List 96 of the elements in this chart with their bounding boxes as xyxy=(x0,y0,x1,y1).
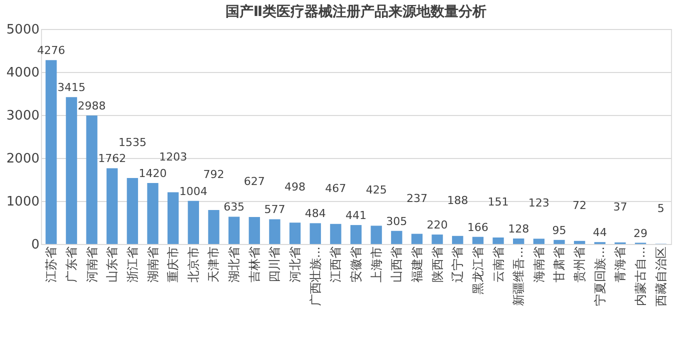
data-label: 37 xyxy=(613,200,628,214)
bar xyxy=(248,217,260,244)
bar xyxy=(472,236,484,244)
x-tick-label: 上海市 xyxy=(369,246,384,282)
bar xyxy=(46,60,57,244)
bar xyxy=(574,240,586,244)
data-label: 577 xyxy=(264,203,286,216)
bar xyxy=(411,234,423,244)
x-tick-label: 天津市 xyxy=(206,246,221,282)
data-label: 441 xyxy=(346,209,366,222)
x-tick-label: 福建省 xyxy=(410,246,424,282)
x-tick-label: 江苏省 xyxy=(44,246,58,282)
x-tick-label: 湖北省 xyxy=(227,246,242,282)
bar xyxy=(188,200,200,244)
data-label: 498 xyxy=(284,180,306,194)
data-label: 484 xyxy=(304,207,326,220)
y-tick-label: 5000 xyxy=(6,22,40,38)
x-tick-label: 浙江省 xyxy=(125,246,140,282)
bar xyxy=(86,116,98,244)
data-label: 95 xyxy=(552,224,566,237)
data-label: 1420 xyxy=(138,166,167,180)
data-label: 2988 xyxy=(78,100,106,113)
y-tick-label: 2000 xyxy=(6,152,40,166)
chart-title: 国产Ⅱ类医疗器械注册产品来源地数量分析 xyxy=(225,3,487,20)
x-tick-label: 山东省 xyxy=(105,246,120,282)
data-label: 188 xyxy=(447,194,468,207)
data-label: 1762 xyxy=(98,152,126,166)
data-label: 3415 xyxy=(57,81,86,94)
data-label: 1203 xyxy=(159,150,188,164)
bar xyxy=(106,168,118,244)
x-tick-label: 宁夏回族... xyxy=(592,246,607,306)
bar xyxy=(452,236,464,244)
bar xyxy=(330,224,342,244)
bar xyxy=(492,238,504,244)
data-label: 1535 xyxy=(118,136,146,149)
x-tick-label: 新疆维吾... xyxy=(512,246,526,306)
bar xyxy=(350,225,362,244)
x-tick-label: 黑龙江省 xyxy=(470,246,485,294)
x-tick-label: 辽宁省 xyxy=(450,246,465,282)
data-label: 166 xyxy=(467,220,488,234)
x-tick-label: 陕西省 xyxy=(430,246,444,282)
data-label: 237 xyxy=(406,192,428,205)
bar xyxy=(370,226,382,244)
bar xyxy=(269,219,280,244)
x-tick-label: 湖南省 xyxy=(146,246,160,282)
x-tick-label: 河南省 xyxy=(84,246,99,282)
data-label: 123 xyxy=(528,196,550,210)
x-tick-label: 安徽省 xyxy=(349,246,363,282)
y-tick-label: 0 xyxy=(31,238,40,252)
data-label: 425 xyxy=(366,184,387,197)
x-tick-label: 四川省 xyxy=(268,246,282,282)
data-label: 4276 xyxy=(37,44,66,58)
x-tick-label: 北京市 xyxy=(186,246,200,282)
y-tick-label: 3000 xyxy=(6,108,40,124)
bar xyxy=(126,178,138,244)
y-tick-label: 4000 xyxy=(6,66,40,80)
x-tick-label: 贵州省 xyxy=(572,246,587,282)
data-label: 29 xyxy=(634,226,648,240)
x-tick-label: 内蒙古自... xyxy=(634,246,648,306)
x-tick-label: 甘肃省 xyxy=(552,246,566,282)
data-label: 467 xyxy=(325,182,346,195)
y-tick-label: 1000 xyxy=(6,194,40,210)
data-label: 151 xyxy=(488,196,509,209)
bar xyxy=(66,97,78,244)
bar xyxy=(391,230,402,244)
bar xyxy=(147,182,158,244)
data-label: 72 xyxy=(572,198,587,212)
x-tick-label: 吉林省 xyxy=(247,246,262,282)
x-tick-label: 海南省 xyxy=(532,246,546,282)
x-tick-label: 广东省 xyxy=(64,246,78,282)
x-tick-label: 广西壮族... xyxy=(308,246,322,306)
data-label: 1004 xyxy=(179,184,208,198)
bar xyxy=(289,222,301,244)
data-label: 792 xyxy=(203,168,224,181)
bar xyxy=(432,234,443,244)
x-tick-label: 江西省 xyxy=(328,246,343,282)
x-tick-label: 青海省 xyxy=(613,246,628,282)
data-label: 220 xyxy=(426,218,448,232)
data-label: 44 xyxy=(592,226,607,240)
bar xyxy=(554,240,565,244)
x-tick-label: 西藏自治区 xyxy=(654,246,668,306)
data-label: 5 xyxy=(657,202,664,215)
x-tick-label: 河北省 xyxy=(288,246,302,282)
bar xyxy=(310,223,321,244)
x-tick-label: 山西省 xyxy=(390,246,404,282)
bar xyxy=(208,210,220,244)
data-label: 128 xyxy=(508,222,530,236)
bar xyxy=(228,216,240,244)
bar xyxy=(512,238,524,244)
data-label: 635 xyxy=(224,200,245,214)
x-tick-label: 云南省 xyxy=(491,246,506,282)
bar xyxy=(533,238,544,244)
bar xyxy=(168,192,179,244)
data-label: 305 xyxy=(386,214,408,228)
x-tick-label: 重庆市 xyxy=(166,246,180,282)
data-label: 627 xyxy=(244,175,265,188)
